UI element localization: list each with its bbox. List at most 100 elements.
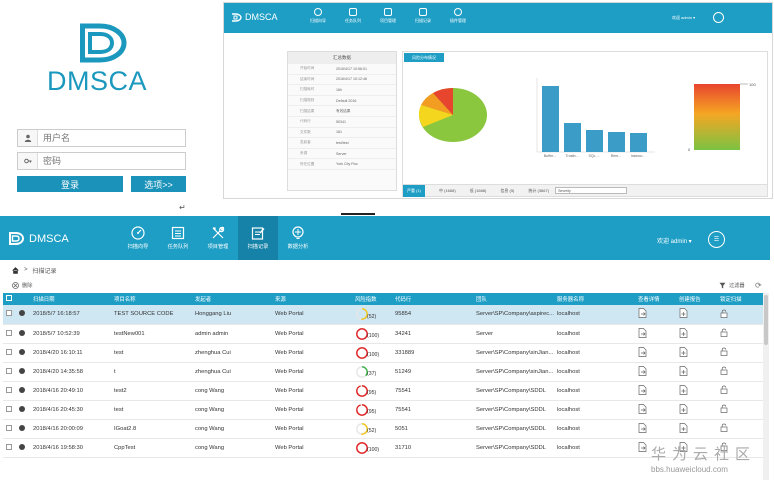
lock-icon[interactable] [717, 381, 763, 401]
pie-slice-orange [421, 93, 453, 115]
cell-lines: 331889 [392, 343, 473, 363]
header-server[interactable]: 服务器名称 [554, 293, 635, 305]
create-report-icon[interactable] [676, 343, 717, 363]
select-all-checkbox[interactable] [3, 293, 16, 305]
table-row[interactable]: 2018/4/16 20:00:09 IGoat2.8 cong Wang Web P… [3, 419, 763, 439]
create-report-icon[interactable] [676, 419, 717, 439]
cell-project-name[interactable]: test [111, 400, 192, 420]
create-report-icon[interactable] [676, 305, 717, 325]
lock-icon[interactable] [717, 419, 763, 439]
view-details-icon[interactable] [635, 419, 676, 439]
menu-icon[interactable]: ☰ [708, 231, 725, 248]
gauge-icon [131, 226, 145, 240]
username-input[interactable] [38, 133, 183, 143]
login-button[interactable]: 登录 [17, 176, 123, 192]
header-owner[interactable]: 发起者 [192, 293, 272, 305]
nav-scan-wizard[interactable]: 扫描向导 [118, 216, 158, 260]
view-details-icon[interactable] [635, 305, 676, 325]
delete-button[interactable]: 删除 [12, 282, 32, 289]
table-row[interactable]: 2018/5/7 10:52:39 testNew001 admin admin We… [3, 324, 763, 344]
home-icon[interactable] [12, 266, 19, 274]
preview-nav-item[interactable]: 插件管理 [442, 8, 474, 24]
password-input[interactable] [38, 156, 183, 166]
status-dot [16, 305, 30, 325]
header-team[interactable]: 团队 [473, 293, 554, 305]
create-report-icon[interactable] [676, 324, 717, 344]
row-checkbox[interactable] [3, 419, 16, 439]
header-scan-date[interactable]: 扫描日期 [30, 293, 111, 305]
lock-icon[interactable] [717, 324, 763, 344]
table-scrollbar[interactable] [763, 293, 769, 480]
nav-data-analysis[interactable]: 数据分析 [278, 216, 318, 260]
table-row[interactable]: 2018/4/16 20:45:30 test cong Wang Web Porta… [3, 400, 763, 420]
view-details-icon[interactable] [635, 343, 676, 363]
nav-project-management[interactable]: 项目管理 [198, 216, 238, 260]
nav-task-queue[interactable]: 任务队列 [158, 216, 198, 260]
username-field[interactable] [17, 129, 186, 147]
table-row[interactable]: 2018/4/20 14:35:58 t zhenghua Cui Web Porta… [3, 362, 763, 382]
row-checkbox[interactable] [3, 400, 16, 420]
scrollbar-thumb[interactable] [764, 295, 768, 345]
cell-project-name[interactable]: testNew001 [111, 324, 192, 344]
preview-menu-icon[interactable] [713, 12, 724, 23]
view-details-icon[interactable] [635, 400, 676, 420]
table-row[interactable]: 2018/4/16 20:49:10 test2 cong Wang Web Port… [3, 381, 763, 401]
severity-tab[interactable]: 中 (1668) [439, 187, 456, 193]
cell-project-name[interactable]: IGoat2.8 [111, 419, 192, 439]
lock-icon[interactable] [717, 362, 763, 382]
table-row[interactable]: 2018/4/16 19:58:30 CppTest cong Wang Web Po… [3, 438, 763, 458]
lock-icon[interactable] [717, 305, 763, 325]
create-report-icon[interactable] [676, 438, 717, 458]
summary-value: 有效结果 [336, 108, 351, 113]
user-menu[interactable]: 欢迎 admin ▾ [657, 239, 692, 245]
preview-nav-item[interactable]: 扫描向导 [302, 8, 334, 24]
view-details-icon[interactable] [635, 381, 676, 401]
preview-user-menu[interactable]: 欢迎 admin ▾ [672, 15, 696, 20]
create-report-icon[interactable] [676, 362, 717, 382]
cell-project-name[interactable]: test2 [111, 381, 192, 401]
options-button[interactable]: 选项>> [131, 176, 186, 192]
refresh-icon[interactable]: ⟳ [755, 281, 762, 290]
nav-scan-records[interactable]: 扫描记录 [238, 216, 278, 260]
create-report-icon[interactable] [676, 400, 717, 420]
header-project-name[interactable]: 项目名称 [111, 293, 192, 305]
breadcrumb-current: 扫描记录 [32, 268, 57, 275]
view-details-icon[interactable] [635, 324, 676, 344]
severity-tab[interactable]: 严重 (1) [403, 184, 425, 197]
table-row[interactable]: 2018/4/20 16:10:11 test zhenghua Cui Web Po… [3, 343, 763, 363]
cell-project-name[interactable]: t [111, 362, 192, 382]
create-report-icon[interactable] [676, 381, 717, 401]
password-field[interactable] [17, 152, 186, 170]
row-checkbox[interactable] [3, 305, 16, 325]
preview-nav-item[interactable]: 项目管理 [372, 8, 404, 24]
row-checkbox[interactable] [3, 343, 16, 363]
app-brand[interactable]: DMSCA [8, 232, 69, 245]
view-details-icon[interactable] [635, 438, 676, 458]
header-lines[interactable]: 代码行 [392, 293, 473, 305]
breadcrumb: > 扫描记录 [0, 260, 770, 280]
row-checkbox[interactable] [3, 381, 16, 401]
risk-value: (100) [367, 447, 380, 453]
preview-nav-item[interactable]: 扫描记录 [407, 8, 439, 24]
row-checkbox[interactable] [3, 438, 16, 458]
filter-button[interactable]: 过滤器 [719, 282, 745, 289]
preview-chart-tab[interactable]: 风险分布情况 [404, 53, 444, 62]
cell-project-name[interactable]: TEST SOURCE CODE [111, 305, 192, 325]
row-checkbox[interactable] [3, 324, 16, 344]
cell-risk-index: (95) [352, 381, 392, 401]
header-risk-index[interactable]: 风险指数 [352, 293, 392, 305]
cell-project-name[interactable]: CppTest [111, 438, 192, 458]
severity-tab[interactable]: 统计 (3667) [528, 187, 550, 193]
severity-tab[interactable]: 低 (1668) [469, 187, 487, 193]
cell-project-name[interactable]: test [111, 343, 192, 363]
preview-nav-item[interactable]: 任务队列 [337, 8, 369, 24]
lock-icon[interactable] [717, 343, 763, 363]
lock-icon[interactable] [717, 438, 763, 458]
lock-icon[interactable] [717, 400, 763, 420]
row-checkbox[interactable] [3, 362, 16, 382]
severity-tab[interactable]: 信息 (5) [500, 187, 515, 193]
table-row[interactable]: 2018/5/7 16:18:57 TEST SOURCE CODE Honggan… [3, 305, 763, 325]
view-details-icon[interactable] [635, 362, 676, 382]
severity-select[interactable]: Severity [555, 187, 628, 194]
header-source[interactable]: 来源 [272, 293, 352, 305]
